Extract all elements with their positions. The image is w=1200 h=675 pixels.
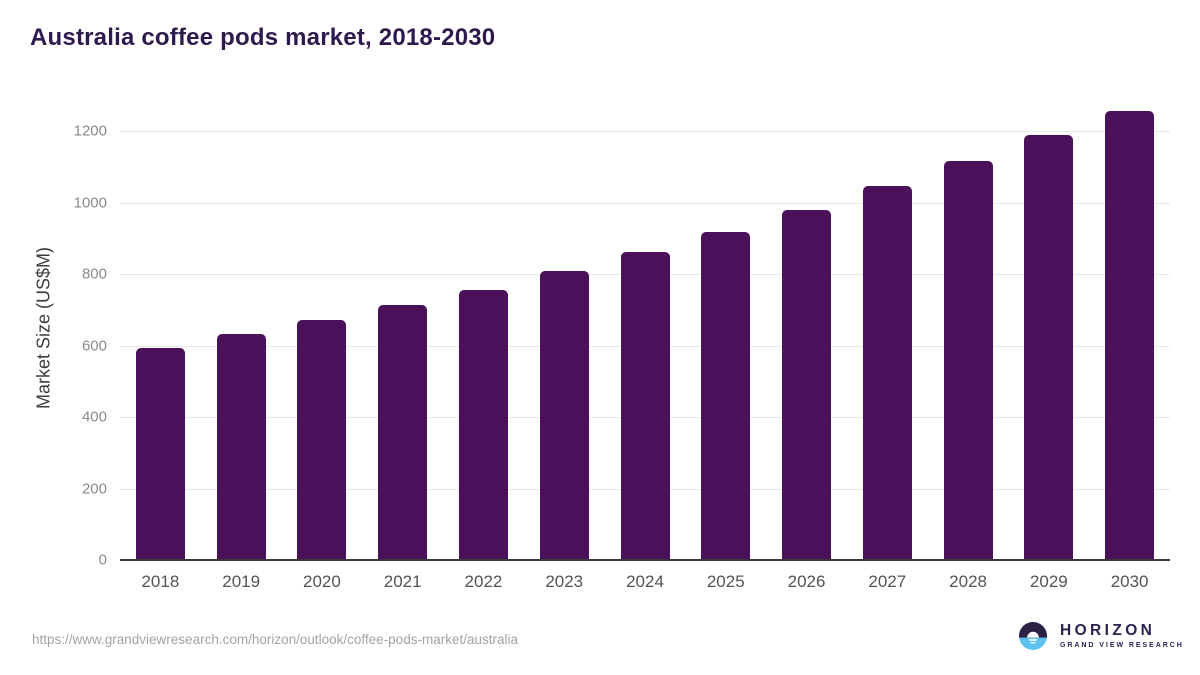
bar-2019 <box>216 333 266 560</box>
bar-2030 <box>1105 110 1155 560</box>
logo-brand: HORIZON <box>1060 621 1156 639</box>
source-url: https://www.grandviewresearch.com/horizo… <box>32 632 518 647</box>
x-tick-label-2021: 2021 <box>383 572 422 591</box>
bar-2027 <box>862 185 912 560</box>
gridline-1200 <box>120 131 1170 133</box>
x-tick-label-2026: 2026 <box>787 572 826 591</box>
x-tick-label-2022: 2022 <box>464 572 503 591</box>
x-axis-line <box>120 559 1170 561</box>
chart-title: Australia coffee pods market, 2018-2030 <box>30 24 496 51</box>
x-tick-label-2023: 2023 <box>545 572 584 591</box>
y-tick-label-0: 0 <box>98 551 107 569</box>
horizon-logo: HORIZON GRAND VIEW RESEARCH <box>1019 622 1184 650</box>
y-tick-label-200: 200 <box>81 480 107 498</box>
bar-2024 <box>620 252 670 560</box>
bar-2022 <box>458 289 508 560</box>
y-tick-label-800: 800 <box>81 265 107 283</box>
x-tick-label-2027: 2027 <box>868 572 907 591</box>
plot-area: 0 200 400 600 800 1000 1200 2018 2019 2020 2021 202… <box>74 96 1170 591</box>
logo-subbrand: GRAND VIEW RESEARCH <box>1060 642 1184 650</box>
y-tick-label-1200: 1200 <box>73 122 107 140</box>
y-tick-label-1000: 1000 <box>73 194 107 212</box>
x-tick-label-2018: 2018 <box>141 572 180 591</box>
x-tick-label-2020: 2020 <box>303 572 341 591</box>
logo-text-block: HORIZON GRAND VIEW RESEARCH <box>1060 623 1184 650</box>
bar-2020 <box>297 319 347 560</box>
gridline-1000 <box>120 202 1170 204</box>
bar-2029 <box>1024 134 1074 560</box>
x-tick-label-2025: 2025 <box>706 572 745 591</box>
y-tick-label-600: 600 <box>81 337 107 355</box>
bar-2021 <box>378 305 428 560</box>
y-axis-title: Market Size (US$M) <box>33 246 54 410</box>
y-tick-label-400: 400 <box>81 408 107 426</box>
bar-2025 <box>701 232 751 560</box>
x-tick-label-2030: 2030 <box>1110 572 1149 591</box>
bar-2026 <box>782 209 832 560</box>
horizon-sun-icon <box>1019 622 1047 650</box>
bar-2023 <box>539 271 589 560</box>
x-tick-label-2024: 2024 <box>626 572 664 591</box>
bar-2028 <box>943 161 993 560</box>
x-tick-label-2029: 2029 <box>1029 572 1068 591</box>
x-tick-label-2019: 2019 <box>222 572 261 591</box>
bar-2018 <box>135 347 185 560</box>
x-tick-label-2028: 2028 <box>949 572 987 591</box>
